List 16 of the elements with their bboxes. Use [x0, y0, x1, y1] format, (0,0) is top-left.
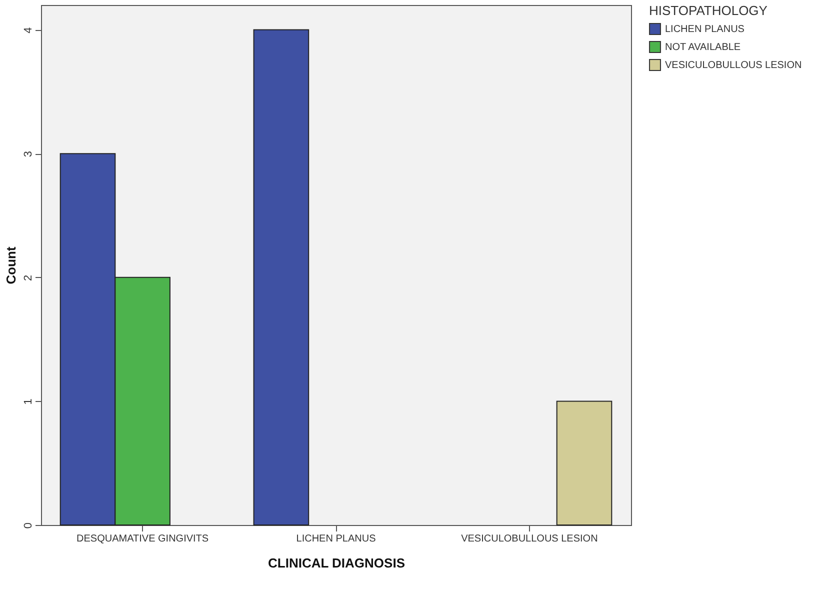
y-tick-label: 4 [22, 27, 34, 34]
y-tick-label: 0 [22, 522, 34, 529]
y-axis-title: Count [4, 246, 18, 284]
legend-title: HISTOPATHOLOGY [649, 3, 768, 18]
x-axis-title: CLINICAL DIAGNOSIS [268, 556, 406, 570]
legend-label: LICHEN PLANUS [665, 24, 745, 35]
y-tick-label: 1 [22, 398, 34, 405]
bar [556, 400, 612, 526]
x-tick-label: LICHEN PLANUS [296, 534, 376, 544]
legend-label: NOT AVAILABLE [665, 42, 741, 53]
x-tick-label: VESICULOBULLOUS LESION [461, 534, 598, 544]
legend-label: VESICULOBULLOUS LESION [665, 60, 802, 71]
x-tick-label: DESQUAMATIVE GINGIVITS [76, 534, 209, 544]
y-tick-label: 2 [22, 274, 34, 281]
y-tick-label: 3 [22, 151, 34, 158]
bar [253, 29, 310, 526]
